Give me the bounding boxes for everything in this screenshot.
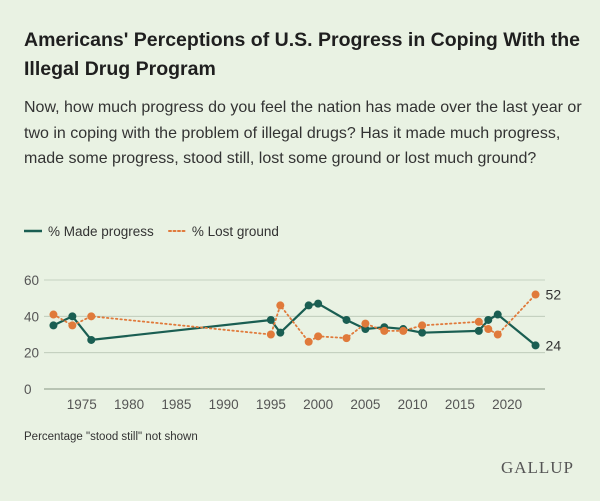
point-lost_ground-2011	[418, 321, 427, 330]
point-lost_ground-1996	[276, 301, 285, 310]
point-made_progress-2000	[314, 299, 323, 308]
point-made_progress-2017	[474, 326, 483, 335]
y-tick-label-40: 40	[24, 309, 39, 324]
end-label-lost-ground: 52	[546, 287, 562, 303]
series-line-lost_ground	[52, 293, 537, 343]
point-lost_ground-2000	[314, 332, 323, 341]
point-made_progress-1996	[276, 328, 285, 337]
x-tick-label-2000: 2000	[303, 397, 333, 412]
gallup-logo: GALLUP	[500, 458, 574, 477]
x-tick-label-2005: 2005	[350, 397, 380, 412]
point-lost_ground-2023	[531, 290, 540, 299]
x-tick-label-2015: 2015	[445, 397, 475, 412]
line-chart: 0 20 40 60 1975 1980 1985 1990 1995 2000 2005 2010 2…	[24, 273, 562, 412]
series-line-made_progress	[52, 302, 537, 347]
point-made_progress-2011	[418, 328, 427, 337]
point-made_progress-2023	[531, 341, 540, 350]
point-made_progress-2019	[493, 310, 502, 319]
point-lost_ground-1972	[49, 310, 58, 319]
point-made_progress-1999	[304, 301, 313, 310]
x-tick-label-1975: 1975	[67, 397, 97, 412]
chart-subtitle: Now, how much progress do you feel the n…	[24, 99, 582, 167]
y-tick-label-0: 0	[24, 382, 32, 397]
point-lost_ground-2003	[342, 334, 351, 343]
y-tick-label-60: 60	[24, 273, 39, 288]
point-made_progress-2003	[342, 315, 351, 324]
y-tick-label-20: 20	[24, 346, 39, 361]
point-lost_ground-2005	[361, 319, 370, 328]
legend-lost-ground-label: % Lost ground	[191, 223, 279, 239]
legend-lost-ground: % Lost ground	[167, 223, 279, 239]
point-made_progress-1995	[266, 315, 275, 324]
point-lost_ground-2007	[380, 326, 389, 335]
legend: % Made progress % Lost ground	[24, 222, 293, 240]
point-made_progress-1974	[68, 312, 77, 321]
point-lost_ground-2019	[493, 330, 502, 339]
legend-solid-line-swatch	[24, 229, 42, 233]
point-made_progress-1972	[49, 321, 58, 330]
point-lost_ground-1995	[266, 330, 275, 339]
x-tick-label-1980: 1980	[114, 397, 144, 412]
point-made_progress-2018	[484, 315, 493, 324]
point-lost_ground-1976	[87, 312, 96, 321]
legend-dotted-line-swatch	[167, 230, 186, 232]
point-lost_ground-2018	[484, 325, 493, 334]
x-tick-label-1995: 1995	[256, 397, 286, 412]
chart-title: Americans' Perceptions of U.S. Progress …	[24, 29, 580, 80]
end-label-made-progress: 24	[546, 337, 562, 353]
footnote: Percentage "stood still" not shown	[24, 431, 198, 443]
point-lost_ground-1999	[304, 337, 313, 346]
x-tick-label-2020: 2020	[492, 397, 522, 412]
point-lost_ground-2009	[399, 326, 408, 335]
x-tick-label-2010: 2010	[398, 397, 428, 412]
point-lost_ground-1974	[68, 321, 77, 330]
x-tick-label-1985: 1985	[161, 397, 191, 412]
legend-made-progress-label: % Made progress	[48, 223, 154, 239]
x-tick-label-1990: 1990	[209, 397, 239, 412]
point-lost_ground-2017	[474, 317, 483, 326]
legend-made-progress: % Made progress	[24, 224, 154, 239]
point-made_progress-1976	[87, 335, 96, 344]
